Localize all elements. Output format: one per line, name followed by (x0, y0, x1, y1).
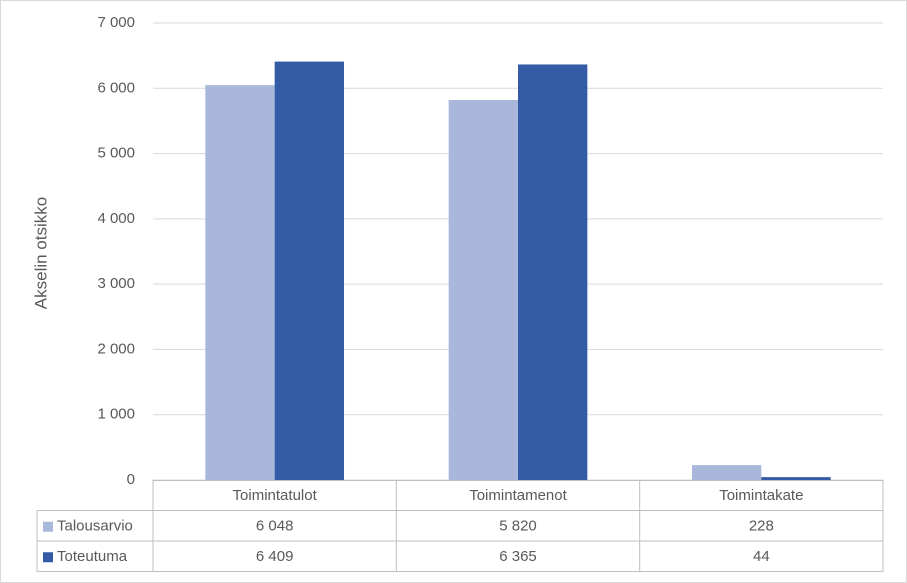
table-value: 6 409 (256, 548, 294, 565)
y-tick-label: 7 000 (97, 14, 135, 31)
legend-label: Toteutuma (57, 548, 128, 565)
y-tick-label: 1 000 (97, 406, 135, 423)
table-value: 5 820 (499, 518, 537, 535)
bar (205, 85, 275, 480)
bar (274, 61, 345, 480)
bar (691, 465, 762, 480)
y-tick-label: 2 000 (97, 340, 135, 357)
y-tick-label: 3 000 (97, 275, 135, 292)
legend-key (43, 521, 53, 532)
y-tick-label: 6 000 (97, 79, 135, 96)
legend-key (43, 552, 53, 563)
y-tick-label: 5 000 (97, 145, 135, 162)
legend-label: Talousarvio (57, 518, 133, 535)
table-value: 6 365 (499, 548, 537, 565)
x-tick-label: Toimintamenot (469, 487, 567, 504)
y-tick-label: 4 000 (97, 210, 135, 227)
table-value: 6 048 (256, 518, 294, 535)
bar (448, 100, 518, 480)
y-axis-title: Akselin otsikko (31, 197, 50, 309)
x-tick-label: Toimintakate (719, 487, 803, 504)
y-tick-label: 0 (127, 471, 135, 488)
bar (518, 64, 588, 481)
bar (761, 477, 831, 480)
table-value: 228 (749, 518, 774, 535)
table-value: 44 (753, 548, 770, 565)
x-tick-label: Toimintatulot (233, 487, 318, 504)
